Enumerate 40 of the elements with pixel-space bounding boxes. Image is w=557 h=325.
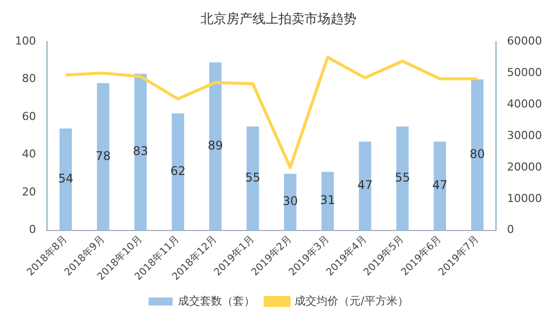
y2-tick-label: 60000 xyxy=(507,34,542,48)
bar xyxy=(96,83,110,230)
bar xyxy=(172,113,184,230)
data-label: 62 xyxy=(170,164,186,178)
data-label: 54 xyxy=(58,172,74,186)
y2-tick-label: 50000 xyxy=(507,66,542,79)
bar xyxy=(358,142,372,230)
data-label: 83 xyxy=(132,144,148,158)
y-tick-label: 60 xyxy=(22,110,36,123)
y2-tick-label: 10000 xyxy=(507,192,542,205)
bar xyxy=(471,79,484,230)
data-label: 31 xyxy=(320,193,336,208)
data-label: 55 xyxy=(394,170,410,185)
y2-tick-label: 40000 xyxy=(507,97,542,110)
y2-tick-label: 20000 xyxy=(507,160,542,174)
bar xyxy=(284,174,296,230)
y-tick-label: 0 xyxy=(28,223,36,236)
y2-tick-label: 0 xyxy=(507,223,514,236)
y-tick-label: 40 xyxy=(22,148,36,161)
data-label: 80 xyxy=(470,146,485,161)
legend-label: 成交套数（套） xyxy=(178,294,256,308)
data-label: 55 xyxy=(245,170,260,185)
chart-title: 北京房产线上拍卖市场趋势 xyxy=(200,11,356,28)
bar xyxy=(434,142,446,230)
y-tick-label: 100 xyxy=(14,34,36,48)
bar xyxy=(246,126,259,230)
y2-tick-label: 30000 xyxy=(507,128,542,142)
bar xyxy=(209,62,222,230)
data-label: 30 xyxy=(282,194,298,208)
bar xyxy=(134,74,147,230)
y-tick-label: 80 xyxy=(22,72,36,86)
legend-label: 成交均价（元/平方米） xyxy=(294,294,408,308)
data-label: 47 xyxy=(357,178,373,192)
bar xyxy=(396,126,409,230)
data-label: 89 xyxy=(208,138,224,152)
data-label: 78 xyxy=(95,148,111,163)
data-label: 47 xyxy=(432,178,448,192)
y-tick-label: 20 xyxy=(22,185,36,198)
bar xyxy=(60,128,72,230)
bar xyxy=(321,172,334,230)
